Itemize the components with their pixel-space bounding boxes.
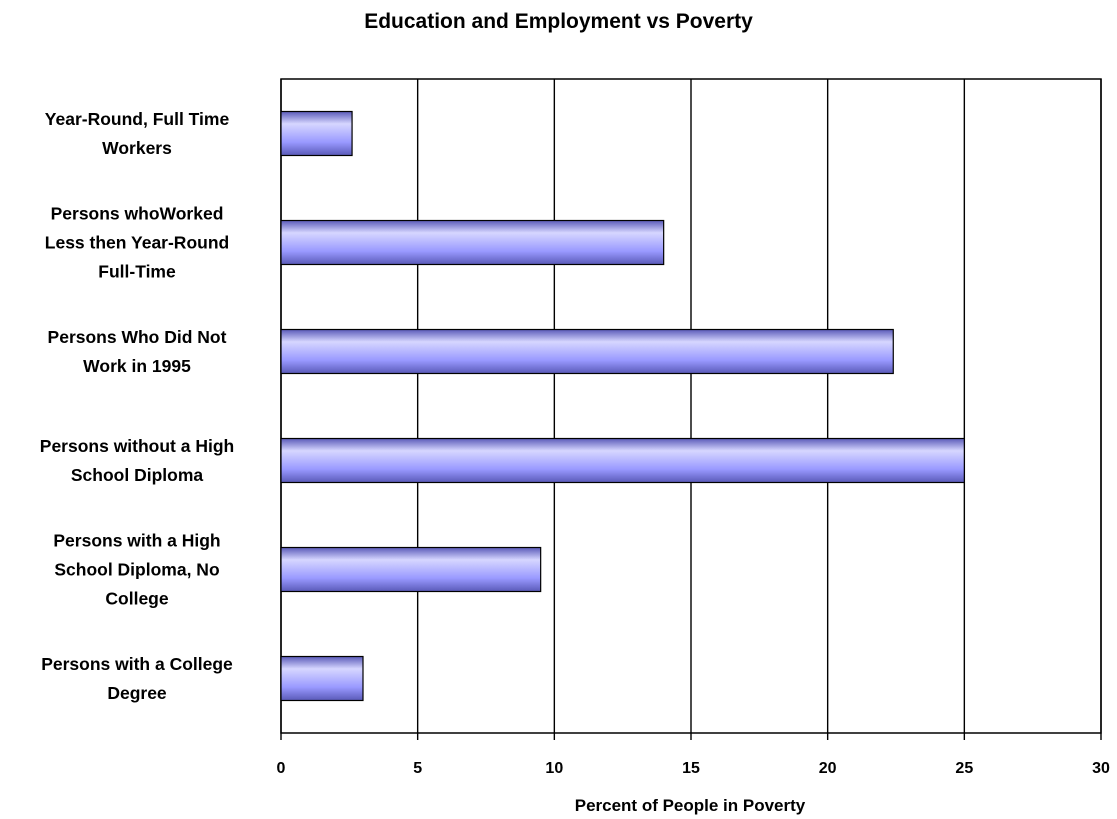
x-tick-labels: 0 5 10 15 20 25 30	[277, 760, 1110, 777]
bar	[280, 219, 665, 266]
x-tick-label: 25	[955, 760, 973, 777]
bar	[280, 655, 364, 702]
bars	[280, 110, 965, 702]
category-label: Persons with a High School Diploma, No Col…	[53, 531, 220, 609]
x-tick-label: 5	[413, 760, 422, 777]
x-tick-label: 0	[277, 760, 286, 777]
gridlines	[280, 79, 1102, 740]
plot-area-border	[280, 78, 1102, 734]
x-axis-title: Percent of People in Poverty	[575, 796, 806, 815]
category-label: Persons Who Did Not Work in 1995	[48, 327, 227, 376]
category-label: Persons with a College Degree	[41, 654, 233, 703]
bar	[280, 546, 542, 593]
x-tick-label: 20	[819, 760, 837, 777]
x-tick-label: 10	[545, 760, 563, 777]
chart-title: Education and Employment vs Poverty	[364, 10, 753, 33]
category-label: Persons whoWorked Less then Year-Round Ful…	[45, 204, 229, 282]
x-tick-label: 30	[1092, 760, 1110, 777]
bar	[280, 110, 353, 157]
bar	[280, 328, 894, 375]
category-labels: Year-Round, Full Time Workers Persons whoW…	[40, 109, 234, 703]
x-tick-label: 15	[682, 760, 700, 777]
category-label: Persons without a High School Diploma	[40, 436, 234, 485]
bar	[280, 437, 965, 484]
category-label: Year-Round, Full Time Workers	[45, 109, 230, 158]
